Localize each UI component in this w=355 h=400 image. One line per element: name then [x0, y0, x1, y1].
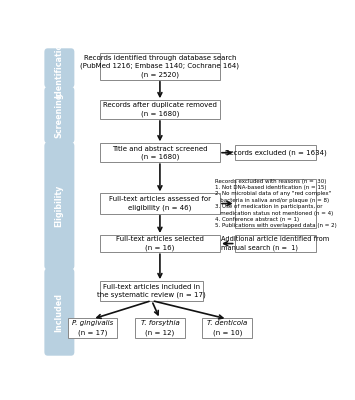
Text: P. gingivalis: P. gingivalis [72, 320, 113, 326]
FancyBboxPatch shape [235, 145, 316, 160]
Text: Records after duplicate removed
(n = 1680): Records after duplicate removed (n = 168… [103, 102, 217, 117]
FancyBboxPatch shape [44, 142, 74, 270]
Text: Full-text articles assessed for
eligibility (n = 46): Full-text articles assessed for eligibil… [109, 196, 211, 211]
Text: (n = 12): (n = 12) [145, 330, 175, 336]
Text: (n = 17): (n = 17) [78, 330, 107, 336]
Text: Records excluded (n = 1634): Records excluded (n = 1634) [225, 150, 326, 156]
FancyBboxPatch shape [100, 100, 220, 119]
Text: Identification: Identification [55, 38, 64, 98]
FancyBboxPatch shape [235, 179, 316, 228]
FancyBboxPatch shape [135, 318, 185, 338]
FancyBboxPatch shape [44, 268, 74, 356]
FancyBboxPatch shape [67, 318, 118, 338]
Text: T. forsythia: T. forsythia [141, 320, 179, 326]
Text: T. denticola: T. denticola [207, 320, 247, 326]
FancyBboxPatch shape [235, 235, 316, 252]
Text: Eligibility: Eligibility [55, 185, 64, 227]
Text: Screening: Screening [55, 92, 64, 138]
FancyBboxPatch shape [44, 87, 74, 143]
Text: (n = 10): (n = 10) [213, 330, 242, 336]
Text: Records excluded with reasons (n =  30)
1. Not DNA-based identification (n = 15): Records excluded with reasons (n = 30) 1… [215, 179, 336, 228]
FancyBboxPatch shape [100, 281, 203, 302]
FancyBboxPatch shape [100, 193, 220, 214]
Text: Included: Included [55, 293, 64, 332]
Text: Records identified through database search
(PubMed 1216; Embase 1140; Cochrane 1: Records identified through database sear… [81, 55, 239, 78]
FancyBboxPatch shape [100, 53, 220, 80]
Text: Additional article identified from
manual search (n =  1): Additional article identified from manua… [222, 236, 329, 251]
Text: Title and abstract screened
(n = 1680): Title and abstract screened (n = 1680) [112, 146, 208, 160]
FancyBboxPatch shape [202, 318, 252, 338]
FancyBboxPatch shape [100, 143, 220, 162]
Text: Full-text articles included in
the systematic review (n = 17): Full-text articles included in the syste… [97, 284, 206, 298]
FancyBboxPatch shape [44, 48, 74, 88]
FancyBboxPatch shape [100, 235, 220, 252]
Text: Full-text articles selected
(n = 16): Full-text articles selected (n = 16) [116, 236, 204, 251]
